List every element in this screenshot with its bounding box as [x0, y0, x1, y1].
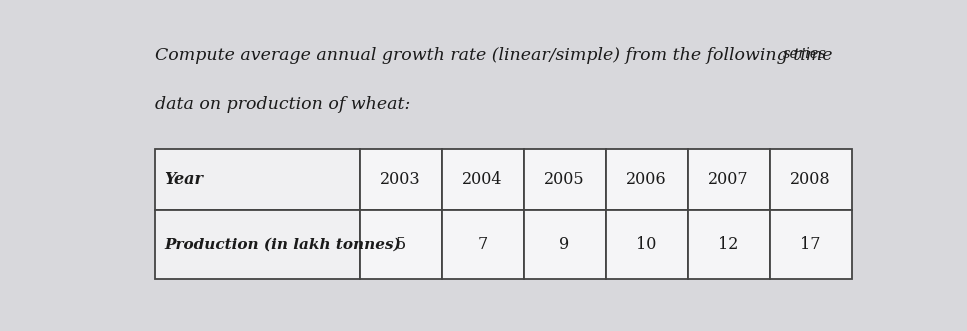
Text: 7: 7: [478, 236, 487, 253]
Text: 5: 5: [396, 236, 406, 253]
Bar: [523, 210, 605, 279]
Bar: [155, 149, 360, 210]
Bar: [155, 210, 360, 279]
Bar: [605, 210, 688, 279]
Text: 2007: 2007: [708, 171, 748, 188]
Text: 2008: 2008: [790, 171, 831, 188]
Bar: [442, 149, 523, 210]
Text: data on production of wheat:: data on production of wheat:: [155, 96, 410, 113]
Text: Production (in lakh tonnes): Production (in lakh tonnes): [164, 238, 401, 252]
Text: 12: 12: [718, 236, 739, 253]
Text: 2005: 2005: [544, 171, 585, 188]
Text: 2004: 2004: [462, 171, 503, 188]
Text: 9: 9: [560, 236, 570, 253]
Bar: [605, 149, 688, 210]
Bar: [688, 149, 770, 210]
Text: 2003: 2003: [380, 171, 421, 188]
Bar: [523, 149, 605, 210]
Text: Year: Year: [164, 171, 203, 188]
Bar: [770, 210, 852, 279]
Bar: [360, 210, 442, 279]
Text: series: series: [782, 47, 827, 61]
Bar: [360, 149, 442, 210]
Text: Compute average annual growth rate (linear/simple) from the following time: Compute average annual growth rate (line…: [155, 47, 837, 64]
Bar: [688, 210, 770, 279]
Text: 17: 17: [801, 236, 821, 253]
Bar: [770, 149, 852, 210]
Text: 10: 10: [636, 236, 657, 253]
Text: 2006: 2006: [627, 171, 667, 188]
Bar: [442, 210, 523, 279]
